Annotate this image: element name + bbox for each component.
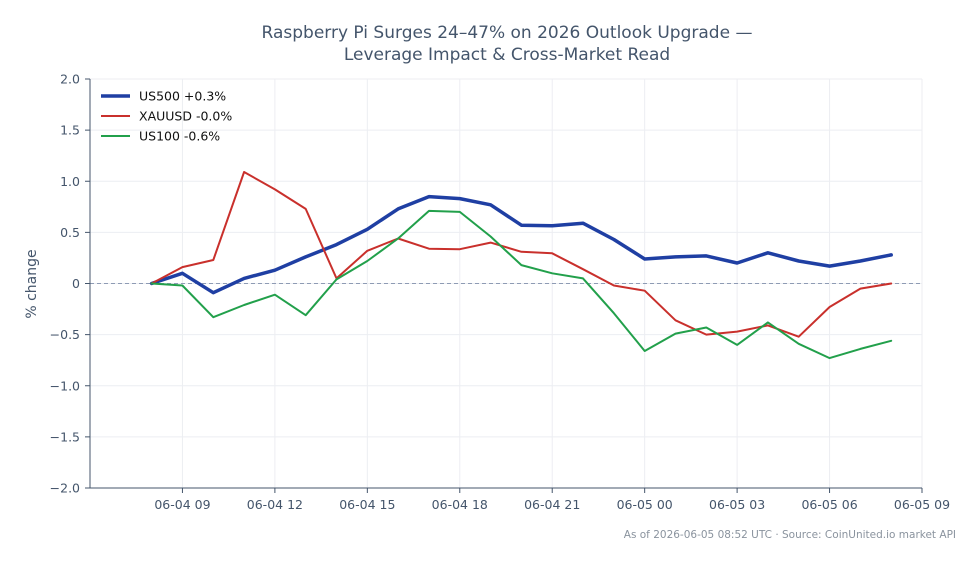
y-tick-label: −1.5: [50, 429, 80, 444]
x-tick-label: 06-04 12: [247, 497, 303, 512]
series-line-2: [150, 209, 893, 360]
x-tick-label: 06-04 21: [524, 497, 580, 512]
legend-label: US100 -0.6%: [139, 129, 220, 144]
x-tick-label: 06-05 06: [801, 497, 857, 512]
y-tick-label: 0: [72, 276, 80, 291]
x-tick-label: 06-04 18: [432, 497, 488, 512]
x-tick-label: 06-04 09: [154, 497, 210, 512]
x-tick-label: 06-05 09: [894, 497, 950, 512]
y-axis-label: % change: [24, 249, 40, 318]
chart-title-line-1: Raspberry Pi Surges 24–47% on 2026 Outlo…: [262, 23, 753, 43]
x-tick-label: 06-04 15: [339, 497, 395, 512]
y-axis-ticks: 2.0 1.5 1.0 0.5 0 −0.5 −1.0 −1.5 −2.0: [50, 72, 90, 496]
series-line-0: [149, 194, 893, 295]
legend-label: US500 +0.3%: [139, 89, 226, 104]
x-tick-label: 06-05 03: [709, 497, 765, 512]
y-tick-label: 1.0: [60, 174, 80, 189]
x-tick-label: 06-05 00: [617, 497, 673, 512]
legend-label: XAUUSD -0.0%: [139, 109, 232, 124]
y-tick-label: 1.5: [60, 123, 80, 138]
y-tick-label: −1.0: [50, 378, 80, 393]
legend: US500 +0.3% XAUUSD -0.0% US100 -0.6%: [101, 89, 232, 144]
y-tick-label: 2.0: [60, 72, 80, 87]
x-axis-ticks: 06-04 09 06-04 12 06-04 15 06-04 18 06-04 21…: [154, 488, 950, 512]
chart-title-line-2: Leverage Impact & Cross-Market Read: [344, 45, 670, 65]
series-line-1: [150, 171, 893, 338]
series-lines: [149, 171, 893, 360]
y-tick-label: 0.5: [60, 225, 80, 240]
y-tick-label: −0.5: [50, 327, 80, 342]
y-tick-label: −2.0: [50, 481, 80, 496]
footnote: As of 2026-06-05 08:52 UTC · Source: Coi…: [624, 529, 956, 541]
